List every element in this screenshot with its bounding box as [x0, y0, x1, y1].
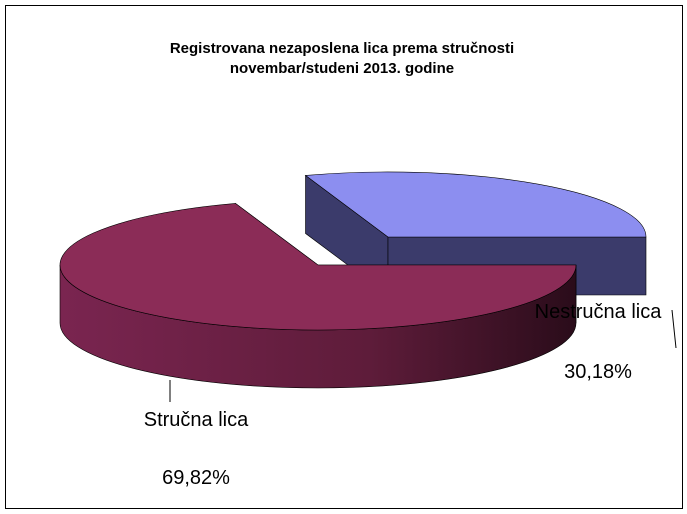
chart-title: Registrovana nezaposlena lica prema stru… [170, 40, 514, 57]
pie [59, 171, 647, 389]
slice-label: Stručna lica [143, 409, 249, 431]
slice-label: Nestručna lica [534, 301, 662, 323]
slice-value-label: 69,82% [162, 467, 230, 489]
slice-value-label: 30,18% [564, 361, 632, 383]
slice [304, 171, 647, 238]
slice [59, 203, 577, 331]
leader-line [671, 309, 677, 349]
chart-title: novembar/studeni 2013. godine [230, 60, 454, 77]
